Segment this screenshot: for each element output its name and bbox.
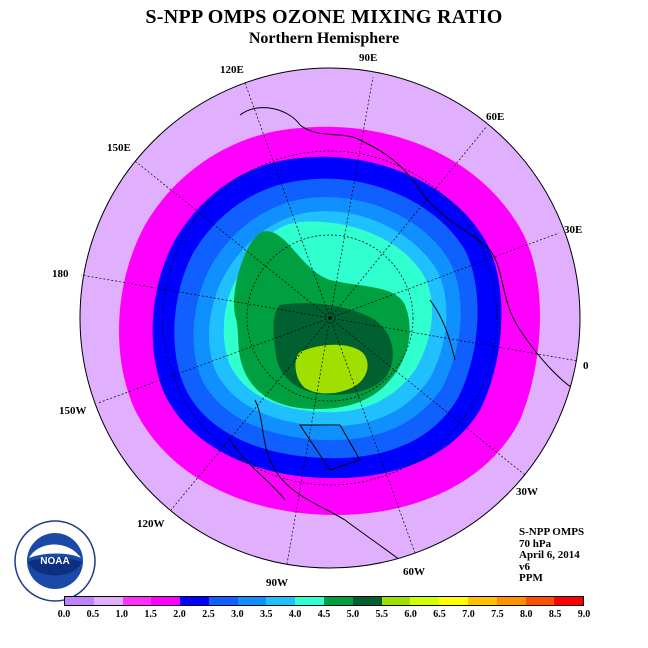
colorbar-swatch: [65, 597, 94, 605]
colorbar-swatch: [122, 597, 152, 605]
colorbar-tick-label: 0.5: [86, 609, 100, 620]
colorbar-swatch: [352, 597, 382, 605]
longitude-label-30w: 30W: [516, 486, 538, 498]
longitude-label-60w: 60W: [403, 566, 425, 578]
longitude-label-180: 180: [52, 268, 69, 280]
colorbar-tick-label: 5.5: [375, 609, 389, 620]
meta-version: v6: [519, 560, 530, 573]
colorbar-tick-label: 0.0: [57, 609, 71, 620]
ozone-contour-5-5: [295, 344, 368, 394]
longitude-label-120e: 120E: [220, 64, 244, 76]
colorbar-swatch: [496, 597, 526, 605]
colorbar-tick-label: 7.0: [462, 609, 475, 620]
colorbar-swatch: [439, 597, 468, 605]
colorbar-tick-label: 2.0: [173, 609, 186, 620]
longitude-label-60e: 60E: [486, 111, 505, 123]
longitude-label-0: 0: [583, 360, 589, 372]
colorbar-tick-label: 7.5: [491, 609, 504, 620]
meta-units: PPM: [519, 572, 543, 584]
colorbar-tick-label: 5.0: [346, 609, 360, 620]
colorbar-ticks: 0.0 0.5 1.0 1.5 2.0 2.5 3.0 3.5 4.0 4.5 5.0 5.5 6.0 6…: [0, 609, 648, 623]
noaa-logo-text: NOAA: [40, 556, 69, 567]
colorbar-swatch: [151, 597, 181, 605]
map-metadata: S-NPP OMPS 70 hPa April 6, 2014 v6 PPM: [519, 526, 585, 585]
colorbar-swatch: [295, 597, 325, 605]
colorbar-tick-label: 4.0: [288, 609, 302, 620]
colorbar-tick-label: 3.5: [259, 609, 273, 620]
colorbar-swatch: [266, 597, 296, 605]
longitude-label-90w: 90W: [266, 577, 288, 589]
longitude-label-90e: 90E: [359, 52, 378, 64]
longitude-label-150e: 150E: [107, 142, 131, 154]
noaa-logo: NOAA: [14, 520, 96, 602]
longitude-label-150w: 150W: [59, 405, 87, 417]
colorbar-tick-label: 2.5: [202, 609, 215, 620]
colorbar-swatch: [554, 597, 584, 605]
colorbar-swatch: [237, 597, 267, 605]
colorbar-swatch: [410, 597, 440, 605]
graticule: [80, 76, 579, 565]
colorbar-tick-label: 6.5: [433, 609, 446, 620]
colorbar-tick-label: 8.0: [519, 609, 533, 620]
colorbar-swatch: [525, 597, 555, 605]
colorbar-swatch: [324, 597, 353, 605]
map-title: S-NPP OMPS OZONE MIXING RATIO: [145, 6, 503, 28]
coastlines: [229, 107, 576, 561]
colorbar-tick-label: 3.0: [231, 609, 244, 620]
colorbar-swatch: [208, 597, 238, 605]
colorbar-tick-label: 6.0: [404, 609, 417, 620]
colorbar: [64, 596, 584, 606]
colorbar-swatch: [93, 597, 123, 605]
map-subtitle: Northern Hemisphere: [248, 30, 400, 47]
longitude-label-120w: 120W: [137, 518, 165, 530]
colorbar-tick-label: 1.5: [144, 609, 157, 620]
longitude-label-30e: 30E: [564, 224, 583, 236]
colorbar-tick-label: 1.0: [115, 609, 129, 620]
map-border: [79, 67, 581, 569]
colorbar-tick-label: 9.0: [577, 609, 591, 620]
meta-level: 70 hPa: [519, 537, 552, 550]
colorbar-swatch: [467, 597, 497, 605]
colorbar-tick-label: 8.5: [548, 609, 562, 620]
meta-date: April 6, 2014: [519, 549, 580, 561]
colorbar-swatch: [180, 597, 209, 605]
colorbar-tick-label: 4.5: [317, 609, 331, 620]
colorbar-swatch: [381, 597, 411, 605]
meta-instrument: S-NPP OMPS: [519, 526, 585, 538]
